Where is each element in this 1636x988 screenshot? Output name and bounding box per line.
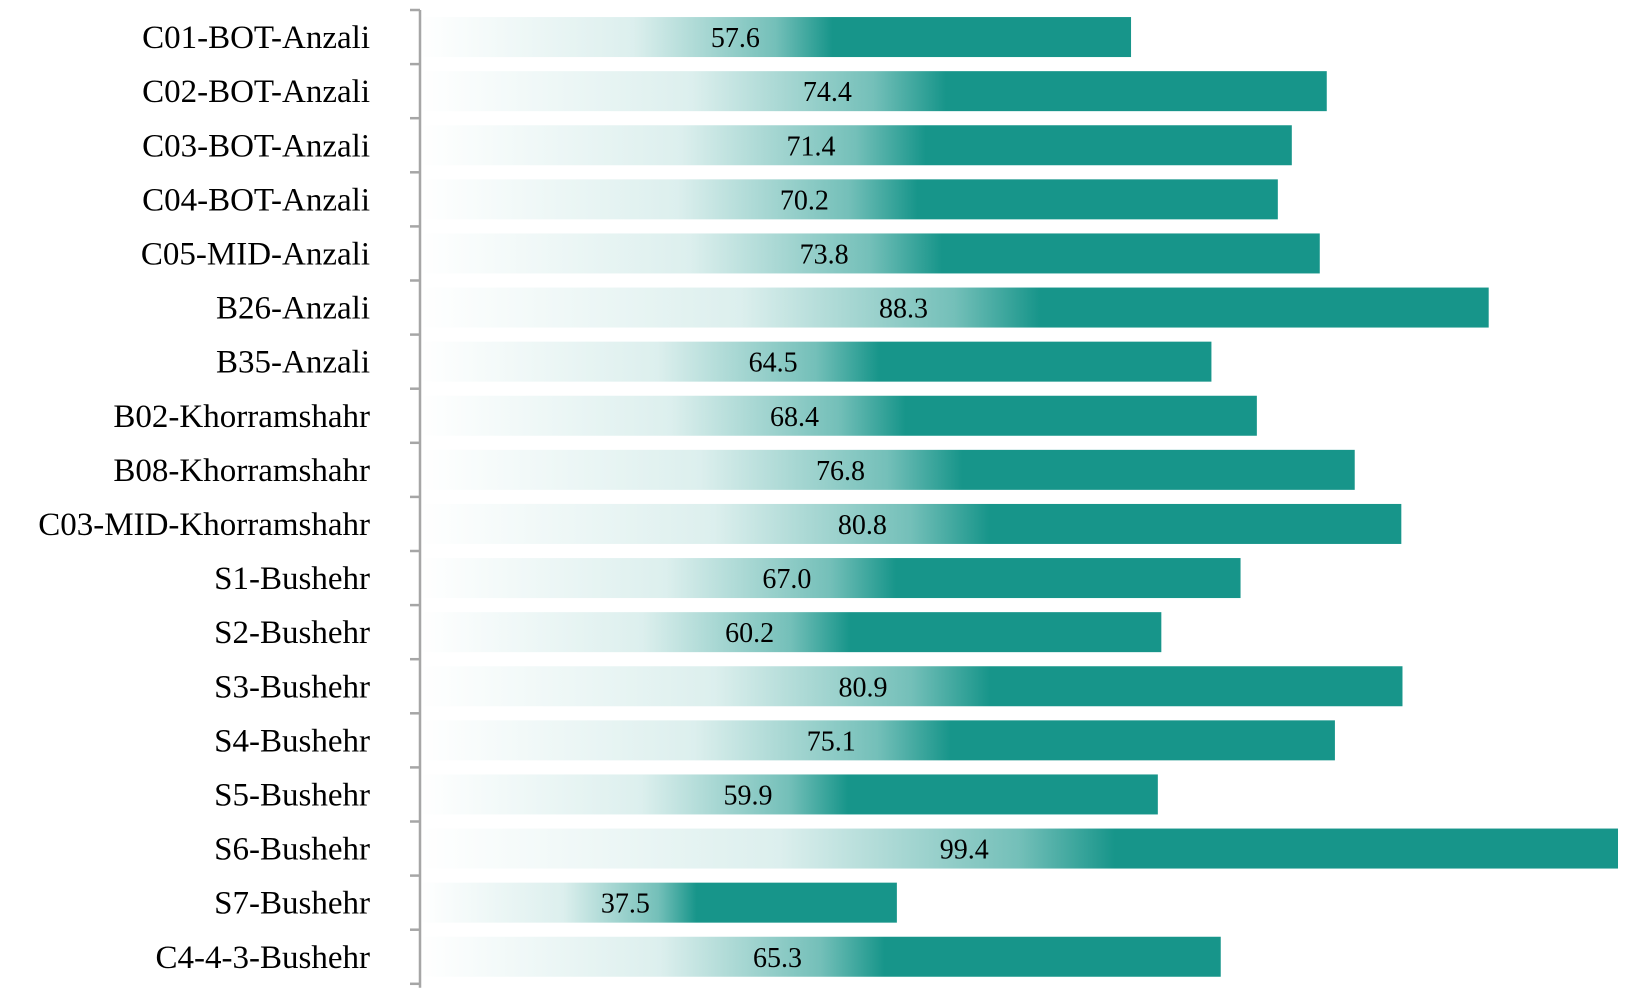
- category-label: B35-Anzali: [216, 345, 370, 381]
- category-label: C02-BOT-Anzali: [142, 74, 370, 110]
- category-label: S6-Bushehr: [214, 832, 370, 868]
- category-label: C4-4-3-Bushehr: [156, 940, 370, 976]
- category-axis: [410, 8, 422, 988]
- data-label: 99.4: [940, 835, 989, 866]
- bar: [420, 17, 1132, 58]
- data-label: 75.1: [807, 726, 856, 757]
- bar: [420, 341, 1212, 382]
- data-label: 65.3: [753, 943, 802, 974]
- data-label: 64.5: [749, 348, 798, 379]
- category-label: B08-Khorramshahr: [113, 453, 370, 489]
- data-label: 37.5: [601, 889, 650, 920]
- category-label: S1-Bushehr: [214, 561, 370, 597]
- data-label: 76.8: [816, 456, 865, 487]
- bar: [420, 882, 897, 923]
- category-label: C01-BOT-Anzali: [142, 20, 370, 56]
- bar: [420, 449, 1355, 490]
- data-label: 59.9: [723, 780, 772, 811]
- category-label: B02-Khorramshahr: [113, 399, 370, 435]
- bar: [420, 287, 1489, 328]
- labels-layer: C01-BOT-Anzali 57.6 C02-BOT-Anzali 74.4 C03-…: [38, 20, 989, 976]
- bar: [420, 71, 1327, 112]
- category-label: C03-MID-Khorramshahr: [38, 507, 370, 543]
- category-label: B26-Anzali: [216, 291, 370, 327]
- bar: [420, 720, 1335, 761]
- data-label: 74.4: [803, 77, 852, 108]
- category-label: S5-Bushehr: [214, 777, 370, 813]
- bar: [420, 395, 1257, 436]
- data-label: 70.2: [780, 185, 829, 216]
- category-label: S7-Bushehr: [214, 886, 370, 922]
- data-label: 68.4: [770, 402, 819, 433]
- bar: [420, 503, 1402, 544]
- category-label: S2-Bushehr: [214, 615, 370, 651]
- bar: [420, 233, 1320, 274]
- bar: [420, 774, 1158, 815]
- category-label: S3-Bushehr: [214, 669, 370, 705]
- bar: [420, 125, 1292, 166]
- data-label: 67.0: [762, 564, 811, 595]
- bar: [420, 936, 1221, 977]
- data-label: 80.9: [838, 672, 887, 703]
- bar: [420, 558, 1241, 599]
- data-label: 57.6: [711, 23, 760, 54]
- data-label: 60.2: [725, 618, 774, 649]
- category-label: C03-BOT-Anzali: [142, 128, 370, 164]
- data-label: 80.8: [838, 510, 887, 541]
- data-label: 88.3: [879, 294, 928, 325]
- category-label: S4-Bushehr: [214, 723, 370, 759]
- data-label: 71.4: [786, 131, 835, 162]
- category-label: C05-MID-Anzali: [141, 236, 370, 272]
- bars-layer: [420, 17, 1619, 977]
- bar: [420, 179, 1278, 220]
- category-label: C04-BOT-Anzali: [142, 182, 370, 218]
- data-label: 73.8: [800, 239, 849, 270]
- bar: [420, 666, 1403, 707]
- bar: [420, 828, 1619, 869]
- bar: [420, 612, 1162, 653]
